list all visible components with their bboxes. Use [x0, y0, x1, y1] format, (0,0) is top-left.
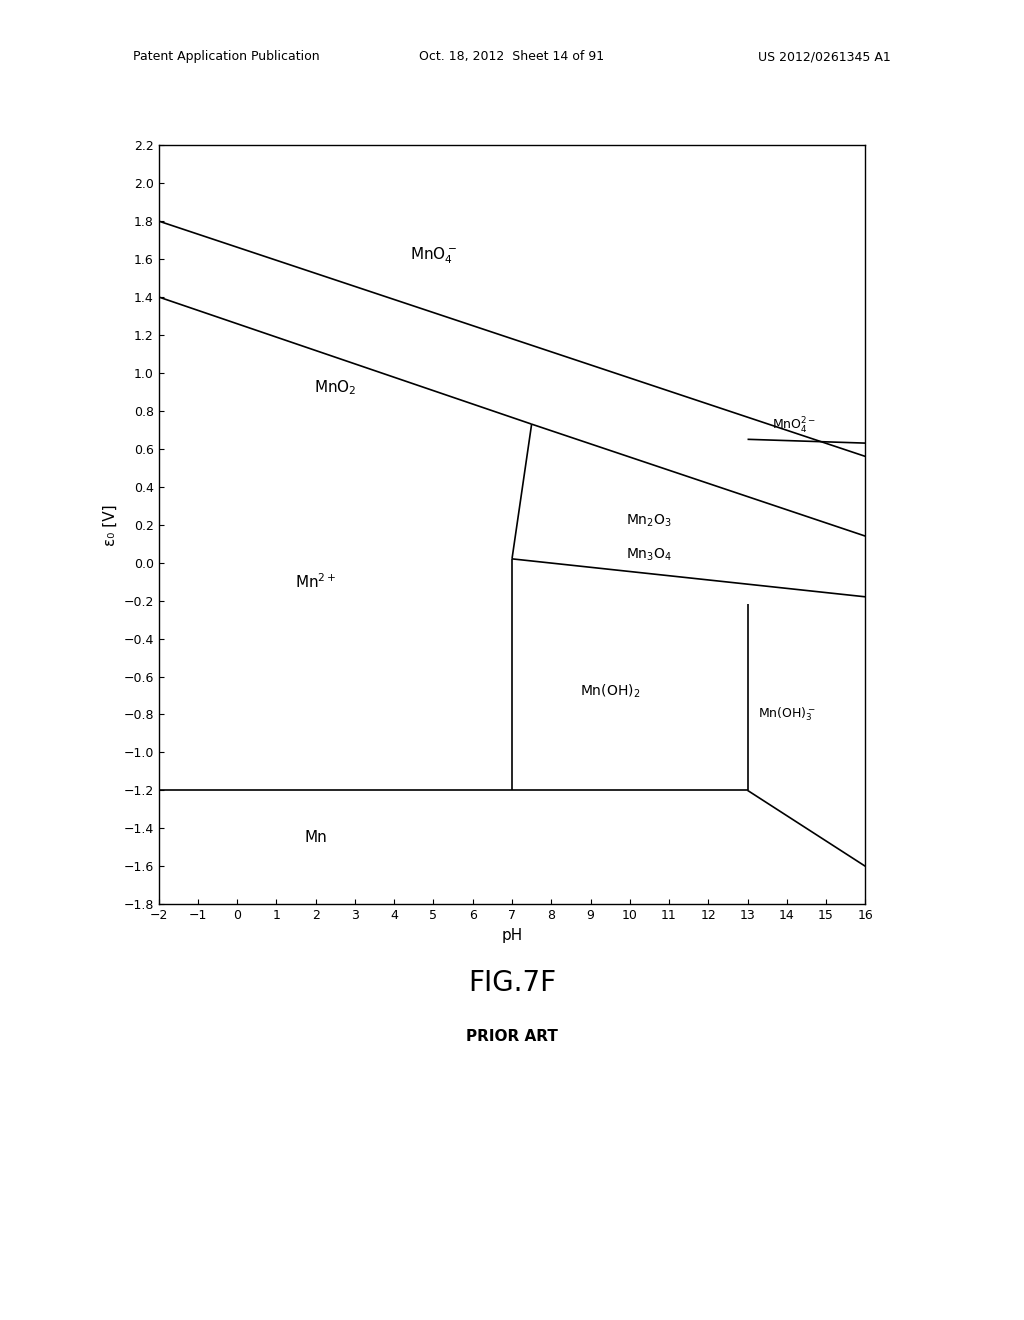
Text: Mn(OH)$_2$: Mn(OH)$_2$ — [580, 682, 640, 701]
Text: Mn$^{2+}$: Mn$^{2+}$ — [295, 573, 337, 591]
Text: Oct. 18, 2012  Sheet 14 of 91: Oct. 18, 2012 Sheet 14 of 91 — [420, 50, 604, 63]
Text: Mn$_2$O$_3$: Mn$_2$O$_3$ — [627, 512, 673, 529]
Text: Mn$_3$O$_4$: Mn$_3$O$_4$ — [627, 546, 673, 564]
Text: MnO$_2$: MnO$_2$ — [314, 379, 356, 397]
X-axis label: pH: pH — [502, 928, 522, 942]
Y-axis label: ε₀ [V]: ε₀ [V] — [102, 504, 118, 545]
Text: MnO$_4^{2-}$: MnO$_4^{2-}$ — [772, 416, 817, 436]
Text: US 2012/0261345 A1: US 2012/0261345 A1 — [758, 50, 891, 63]
Text: MnO$^-_4$: MnO$^-_4$ — [410, 246, 457, 265]
Text: Mn(OH)$_3^-$: Mn(OH)$_3^-$ — [758, 706, 816, 723]
Text: PRIOR ART: PRIOR ART — [466, 1028, 558, 1044]
Text: FIG.7F: FIG.7F — [468, 969, 556, 998]
Text: Mn: Mn — [304, 830, 327, 845]
Text: Patent Application Publication: Patent Application Publication — [133, 50, 319, 63]
